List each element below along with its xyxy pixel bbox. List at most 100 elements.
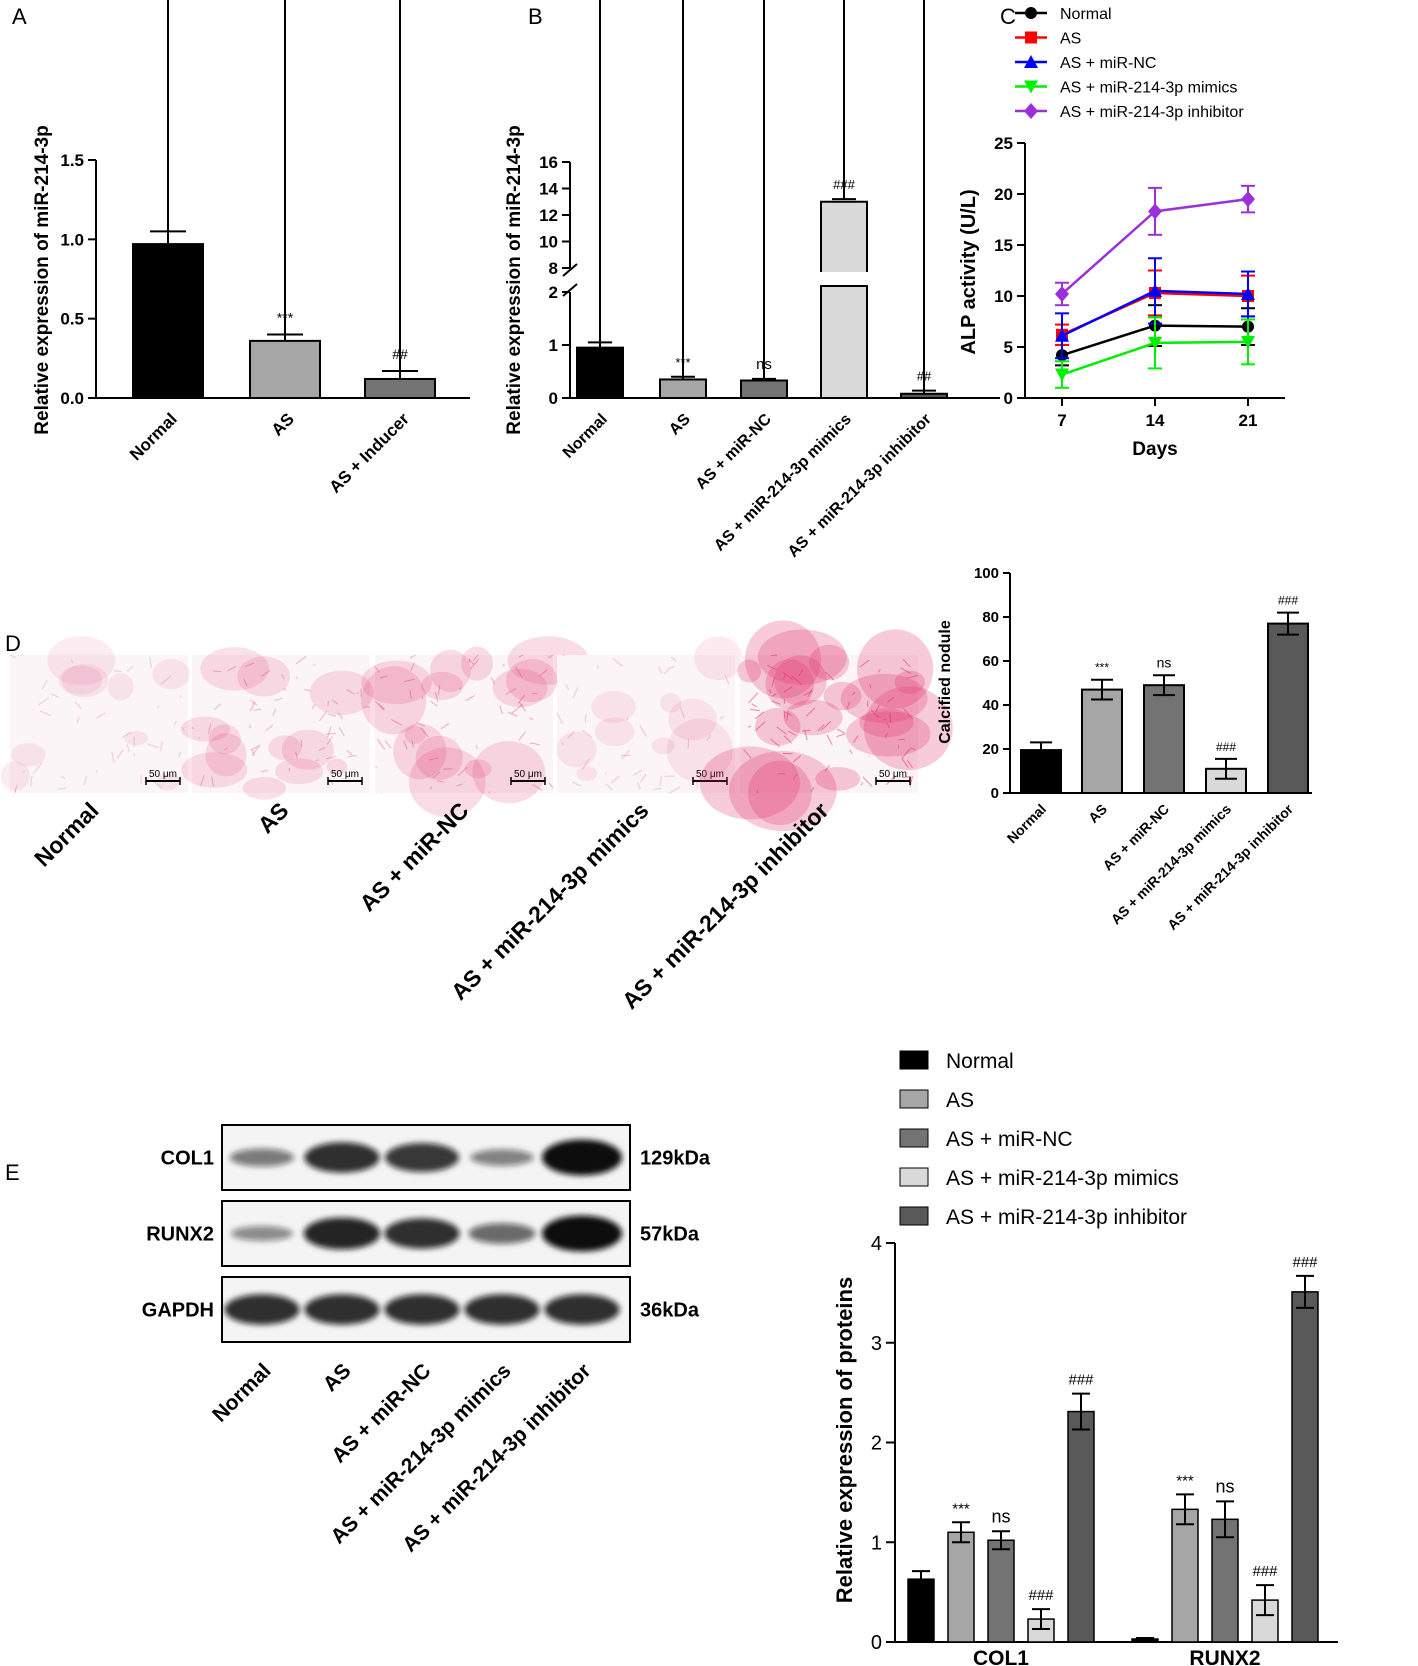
x-tick-label: 21	[1239, 411, 1258, 430]
stain-fiber	[561, 742, 564, 746]
stain-fiber	[909, 674, 918, 679]
axis-break-mark	[562, 263, 578, 277]
blot-protein-label-col1: COL1	[161, 1148, 214, 1170]
stain-fiber	[470, 658, 480, 670]
y-axis-label: Relative expression of proteins	[832, 1277, 857, 1603]
stain-fiber	[519, 702, 526, 712]
stain-fiber	[884, 732, 888, 739]
stain-fiber	[538, 669, 548, 678]
stain-fiber	[337, 712, 343, 720]
stain-region	[666, 718, 733, 783]
stain-fiber	[211, 776, 215, 787]
stain-fiber	[798, 669, 803, 677]
panel-letter-c: C	[1000, 4, 1016, 29]
bar-as	[659, 378, 707, 400]
panel-letter-a: A	[12, 4, 27, 29]
stain-region	[393, 723, 447, 780]
blot-size-label-gapdh: 36kDa	[640, 1300, 700, 1322]
bar-as	[1081, 688, 1123, 794]
stain-fiber	[76, 716, 80, 724]
stain-fiber	[160, 675, 172, 685]
x-tick-label-as: AS	[1085, 801, 1110, 826]
stain-fiber	[159, 741, 163, 751]
stain-fiber	[38, 697, 50, 706]
x-tick-label-normal: Normal	[126, 409, 181, 464]
stain-fiber	[770, 654, 778, 657]
blot-band	[303, 1217, 381, 1250]
micrograph-as-mir-214-3p-mimics: 50 μm	[556, 636, 743, 794]
stain-fiber	[754, 711, 765, 720]
annotation: ##	[392, 346, 408, 362]
stain-fiber	[208, 723, 212, 734]
micrograph-label-normal: Normal	[29, 797, 103, 871]
stain-fiber	[903, 707, 914, 720]
stain-region	[755, 707, 801, 746]
x-tick-label-as: AS	[666, 411, 694, 439]
micrograph-background	[375, 655, 553, 793]
stain-fiber	[869, 683, 872, 689]
stain-region	[660, 693, 682, 713]
blot-protein-label-runx2: RUNX2	[146, 1224, 214, 1246]
stain-fiber	[29, 775, 33, 787]
stain-fiber	[567, 730, 576, 739]
stain-region	[181, 752, 248, 788]
stain-fiber	[126, 665, 134, 672]
y-tick-label: 60	[982, 653, 999, 670]
blot-band	[384, 1218, 460, 1249]
stain-region	[237, 656, 291, 697]
stain-fiber	[326, 756, 336, 760]
stain-fiber	[296, 655, 307, 665]
stain-fiber	[898, 738, 905, 741]
bar-as-mir-214-3p-mimics-upper	[820, 200, 868, 277]
stain-region	[124, 730, 149, 746]
x-axis-label: Days	[1132, 439, 1177, 460]
stain-fiber	[248, 724, 251, 729]
blot-band	[542, 1215, 622, 1252]
panel-letter-d: D	[5, 631, 21, 656]
stain-fiber	[529, 742, 540, 746]
blot-band	[231, 1226, 293, 1241]
series-normal	[907, 1570, 1159, 1643]
micrograph-label-as: AS	[253, 797, 294, 838]
series-as-mir-214-3p-mimics: ### ###	[1027, 1563, 1279, 1643]
legend-label-as-mir-214-3p-mimics: AS + miR-214-3p mimics	[1060, 80, 1237, 97]
micrograph-label-as-mir-214-3p-mimics: AS + miR-214-3p mimics	[446, 797, 654, 1005]
stain-region	[846, 711, 931, 757]
stain-fiber	[200, 774, 205, 786]
micrograph-strip: 50 μm Normal 50 μm AS 50 μm AS + miR-NC 50 μm A…	[0, 620, 953, 1014]
stain-fiber	[806, 707, 816, 717]
stain-region	[404, 725, 426, 744]
stain-fiber	[179, 695, 182, 698]
stain-fiber	[909, 775, 913, 788]
stain-fiber	[60, 776, 66, 779]
stain-fiber	[465, 695, 475, 702]
stain-fiber	[456, 783, 463, 787]
stain-fiber	[518, 731, 526, 741]
stain-fiber	[610, 775, 620, 784]
stain-fiber	[547, 654, 554, 659]
stain-region	[11, 743, 46, 767]
bar	[1211, 1518, 1239, 1643]
stain-fiber	[507, 711, 519, 717]
stain-fiber	[319, 710, 328, 722]
stain-fiber	[807, 688, 814, 698]
stain-fiber	[177, 752, 182, 757]
stain-fiber	[626, 717, 629, 721]
stain-fiber	[490, 677, 496, 685]
stain-fiber	[743, 749, 752, 759]
micrograph-background	[10, 655, 188, 793]
y-tick-label: 0	[1004, 389, 1013, 408]
bar	[907, 1578, 935, 1643]
stain-fiber	[126, 744, 130, 752]
stain-fiber	[668, 786, 681, 794]
stain-fiber	[748, 692, 759, 704]
stain-fiber	[572, 781, 581, 787]
stain-fiber	[374, 701, 386, 710]
stain-fiber	[889, 712, 892, 723]
stain-fiber	[632, 769, 643, 776]
blot-lane-label-as: AS	[319, 1359, 356, 1396]
axis-break-mark	[562, 283, 578, 297]
stain-fiber	[260, 769, 269, 773]
stain-fiber	[565, 684, 570, 690]
stain-fiber	[153, 781, 163, 789]
